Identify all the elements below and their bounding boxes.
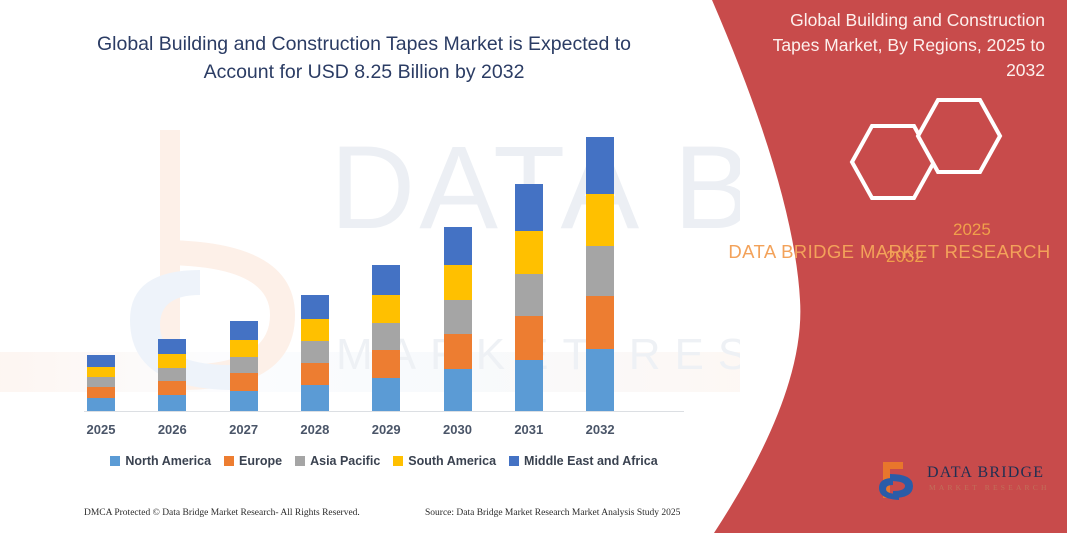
bar-segment-south-america <box>586 193 615 246</box>
red-panel-content: Global Building and Construction Tapes M… <box>712 0 1067 533</box>
bar-segment-europe <box>514 315 543 360</box>
bar-segment-middle-east-and-africa <box>300 295 329 320</box>
bar-2027 <box>229 321 258 411</box>
hexagon-back-label: 2032 <box>886 247 924 266</box>
bar-segment-europe <box>586 296 615 349</box>
bar-2025 <box>87 354 115 411</box>
bar-segment-asia-pacific <box>87 377 115 388</box>
bar-segment-asia-pacific <box>300 341 329 363</box>
legend-label: Europe <box>239 454 283 468</box>
bar-segment-europe <box>87 387 115 399</box>
bar-segment-asia-pacific <box>158 367 187 381</box>
legend-swatch-icon <box>295 456 306 466</box>
chart-plot-area <box>84 112 684 412</box>
legend-swatch-icon <box>110 456 121 466</box>
bar-segment-south-america <box>514 231 543 274</box>
legend-item-north-america[interactable]: North America <box>110 454 211 468</box>
x-label-2028: 2028 <box>300 422 330 437</box>
logo-title: DATA BRIDGE <box>927 464 1045 481</box>
x-label-2031: 2031 <box>514 422 544 437</box>
legend-item-middle-east-and-africa[interactable]: Middle East and Africa <box>509 454 658 468</box>
bar-segment-middle-east-and-africa <box>443 226 472 265</box>
legend-swatch-icon <box>224 456 235 466</box>
legend-item-europe[interactable]: Europe <box>224 454 282 468</box>
bar-segment-asia-pacific <box>514 273 543 316</box>
logo-mark-icon <box>879 462 913 500</box>
bar-segment-middle-east-and-africa <box>229 321 258 340</box>
bar-segment-north-america <box>514 359 543 411</box>
bar-segment-north-america <box>443 369 472 411</box>
legend-swatch-icon <box>393 456 404 466</box>
bar-2026 <box>158 338 187 411</box>
bar-2031 <box>514 183 543 411</box>
bar-segment-south-america <box>443 264 472 300</box>
bar-segment-north-america <box>87 398 115 411</box>
bar-segment-south-america <box>87 366 115 378</box>
legend-item-south-america[interactable]: South America <box>393 454 496 468</box>
stacked-bar-chart <box>84 110 684 412</box>
bar-2030 <box>443 226 472 411</box>
hexagon-front-label: 2025 <box>953 220 991 239</box>
bar-segment-europe <box>229 373 258 391</box>
bar-segment-south-america <box>229 339 258 357</box>
bar-segment-south-america <box>158 353 187 368</box>
bar-segment-asia-pacific <box>443 299 472 334</box>
logo-tagline: MARKET RESEARCH <box>929 483 1050 492</box>
footer: DMCA Protected © Data Bridge Market Rese… <box>0 505 700 527</box>
bar-segment-middle-east-and-africa <box>586 137 615 194</box>
bar-segment-north-america <box>158 394 187 411</box>
bar-segment-asia-pacific <box>372 322 401 350</box>
legend-label: South America <box>408 454 497 468</box>
legend-item-asia-pacific[interactable]: Asia Pacific <box>295 454 380 468</box>
x-axis-line <box>84 411 684 412</box>
bar-segment-north-america <box>300 384 329 411</box>
hexagon-front-icon <box>915 98 1003 174</box>
bar-segment-middle-east-and-africa <box>514 183 543 232</box>
bar-segment-middle-east-and-africa <box>87 354 115 367</box>
bar-segment-south-america <box>300 319 329 342</box>
x-label-2030: 2030 <box>443 422 472 437</box>
bar-segment-middle-east-and-africa <box>372 264 401 296</box>
bar-2028 <box>300 295 329 411</box>
bar-segment-asia-pacific <box>229 356 258 374</box>
bar-segment-north-america <box>372 377 401 411</box>
x-label-2027: 2027 <box>229 422 259 437</box>
legend-label: North America <box>125 454 212 468</box>
bar-segment-asia-pacific <box>586 245 615 297</box>
bar-2029 <box>372 264 401 411</box>
x-label-2026: 2026 <box>157 422 187 437</box>
bar-segment-europe <box>443 333 472 370</box>
brand-name: DATA BRIDGE MARKET RESEARCH <box>728 241 1051 262</box>
legend-swatch-icon <box>509 456 520 466</box>
chart-legend: North America Europe Asia Pacific South Ame… <box>84 454 684 468</box>
hexagon-back-icon <box>849 124 937 200</box>
panel-title: Global Building and Construction Tapes M… <box>772 10 1045 80</box>
bar-segment-europe <box>372 349 401 378</box>
bar-segment-north-america <box>229 390 258 411</box>
legend-label: Asia Pacific <box>310 454 381 468</box>
x-label-2032: 2032 <box>585 422 615 437</box>
hexagon-group: 2025 2032 <box>830 92 1030 266</box>
bar-segment-south-america <box>372 295 401 323</box>
bar-2032 <box>586 137 615 411</box>
legend-label: Middle East and Africa <box>524 454 658 468</box>
footer-source: Source: Data Bridge Market Research Mark… <box>425 508 681 518</box>
x-label-2029: 2029 <box>371 422 401 437</box>
bar-segment-europe <box>158 380 187 395</box>
bar-segment-europe <box>300 362 329 385</box>
x-axis-labels: 2025 2026 2027 2028 2029 2030 2031 2032 <box>84 422 684 444</box>
page-title: Global Building and Construction Tapes M… <box>96 33 632 84</box>
data-bridge-logo: DATA BRIDGE MARKET RESEARCH <box>877 458 1057 506</box>
x-label-2025: 2025 <box>86 422 116 437</box>
footer-copyright: DMCA Protected © Data Bridge Market Rese… <box>84 508 360 518</box>
bar-segment-middle-east-and-africa <box>158 338 187 354</box>
hexagon-icons <box>849 98 1003 200</box>
bar-segment-north-america <box>586 348 615 411</box>
